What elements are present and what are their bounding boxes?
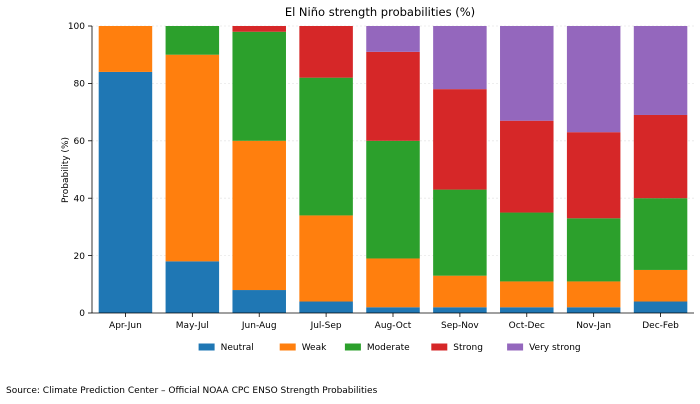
bar-neutral	[433, 307, 487, 313]
axes: Apr-Jun May-Jul Jun-Aug Jul-Sep Aug-Oct Sep-N…	[68, 22, 694, 331]
legend-label-neutral: Neutral	[221, 343, 254, 353]
legend-label-weak: Weak	[302, 343, 327, 353]
bar-weak	[566, 281, 621, 308]
legend-swatch-neutral	[198, 343, 215, 351]
y-axis-label: Probability (%)	[61, 137, 71, 203]
bar-weak	[500, 281, 554, 308]
bar-neutral	[165, 261, 220, 313]
legend-swatch-moderate	[344, 343, 361, 351]
bar-neutral	[633, 301, 688, 313]
bar-weak	[299, 215, 353, 302]
bar-neutral	[500, 307, 554, 313]
bar-weak	[633, 269, 688, 302]
x-tick-label: May-Jul	[176, 321, 209, 331]
bar-weak	[232, 140, 286, 291]
bar-neutral	[366, 307, 420, 313]
bar-very-strong	[433, 26, 487, 90]
y-tick-label: 20	[74, 252, 86, 262]
bar-very-strong	[366, 26, 420, 52]
bar-very-strong	[633, 26, 688, 115]
bar-strong	[566, 132, 621, 219]
legend-swatch-very-strong	[507, 343, 524, 351]
x-tick-label: Sep-Nov	[441, 321, 479, 331]
bar-strong	[366, 51, 420, 141]
bar-weak	[165, 54, 220, 262]
legend: Neutral Weak Moderate Strong Very strong	[198, 343, 581, 353]
chart-title: El Niño strength probabilities (%)	[285, 5, 475, 19]
bar-moderate	[633, 198, 688, 270]
bar-moderate	[366, 140, 420, 259]
bar-weak	[433, 275, 487, 308]
x-tick-label: Oct-Dec	[509, 321, 545, 331]
legend-label-very-strong: Very strong	[529, 343, 581, 353]
bars	[98, 26, 688, 313]
x-tick-label: Dec-Feb	[642, 321, 679, 331]
bar-strong	[299, 26, 353, 78]
x-tick-label: Jun-Aug	[241, 321, 277, 331]
x-tick-label: Apr-Jun	[109, 321, 142, 331]
x-tick-label: Aug-Oct	[375, 321, 412, 331]
legend-swatch-strong	[431, 343, 448, 351]
bar-strong	[500, 120, 554, 213]
x-tick-label: Nov-Jan	[576, 321, 611, 331]
bar-weak	[366, 258, 420, 308]
bar-moderate	[500, 212, 554, 282]
y-tick-label: 40	[74, 194, 86, 204]
x-tick-label: Jul-Sep	[310, 321, 342, 331]
y-tick-label: 0	[79, 309, 85, 319]
bar-neutral	[98, 71, 153, 313]
bar-moderate	[299, 77, 353, 216]
bar-very-strong	[500, 26, 554, 121]
bar-weak	[98, 26, 153, 72]
bar-moderate	[232, 31, 286, 141]
bar-neutral	[299, 301, 353, 313]
bar-moderate	[433, 189, 487, 276]
y-tick-label: 80	[74, 80, 86, 90]
bar-neutral	[566, 307, 621, 313]
legend-swatch-weak	[279, 343, 296, 351]
legend-label-strong: Strong	[453, 343, 483, 353]
bar-strong	[633, 114, 688, 199]
bar-moderate	[566, 218, 621, 282]
source-note: Source: Climate Prediction Center – Offi…	[6, 386, 378, 396]
bar-very-strong	[566, 26, 621, 133]
bar-neutral	[232, 290, 286, 313]
legend-label-moderate: Moderate	[367, 343, 410, 353]
bar-strong	[232, 26, 286, 32]
y-tick-label: 60	[74, 137, 86, 147]
y-tick-label: 100	[68, 22, 85, 32]
bar-strong	[433, 89, 487, 190]
bar-moderate	[165, 26, 220, 55]
